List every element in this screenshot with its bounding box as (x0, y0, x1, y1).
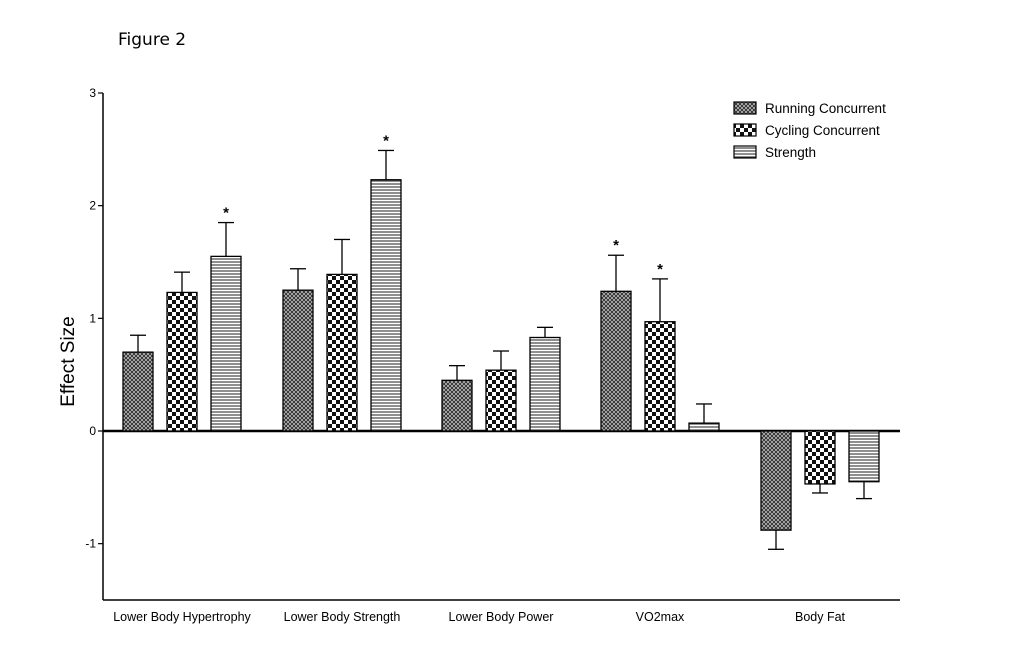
legend-label: Cycling Concurrent (765, 123, 880, 138)
bar (688, 422, 720, 432)
bar (326, 273, 358, 432)
category-label: Lower Body Power (449, 610, 554, 624)
legend-swatch (733, 145, 757, 159)
legend: Running Concurrent Cycling Concurrent Stre… (733, 101, 886, 160)
bar (600, 290, 632, 432)
figure-label: Figure 2 (118, 30, 187, 50)
category-label: Lower Body Hypertrophy (113, 610, 251, 624)
y-tick-label: 3 (89, 86, 96, 100)
bar (210, 255, 242, 432)
bar (122, 351, 154, 432)
y-tick-label: 2 (89, 199, 96, 213)
bar (804, 430, 836, 485)
legend-label: Strength (765, 145, 816, 160)
significance-marker: * (657, 261, 663, 278)
bar (644, 321, 676, 432)
legend-label: Running Concurrent (765, 101, 886, 116)
legend-swatch (733, 101, 757, 115)
significance-marker: * (383, 132, 389, 149)
category-label: VO2max (636, 610, 685, 624)
bar (166, 291, 198, 432)
y-tick-label: 1 (89, 311, 96, 325)
significance-marker: * (223, 205, 229, 222)
bar (529, 336, 561, 432)
bar (760, 430, 792, 531)
bar (848, 430, 880, 483)
significance-marker: * (613, 237, 619, 254)
legend-swatch (733, 123, 757, 137)
bar (485, 369, 517, 432)
labels-layer: -1 0 1 2 3 Effect Size Lower Body Hypertrophy *… (58, 86, 846, 624)
category-label: Lower Body Strength (284, 610, 401, 624)
y-axis-label: Effect Size (58, 316, 79, 406)
y-tick-label: -1 (85, 537, 96, 551)
bar (282, 289, 314, 432)
category-label: Body Fat (795, 610, 846, 624)
bar (441, 379, 473, 432)
bars-layer (122, 149, 880, 550)
bar (370, 179, 402, 432)
y-tick-label: 0 (89, 424, 96, 438)
